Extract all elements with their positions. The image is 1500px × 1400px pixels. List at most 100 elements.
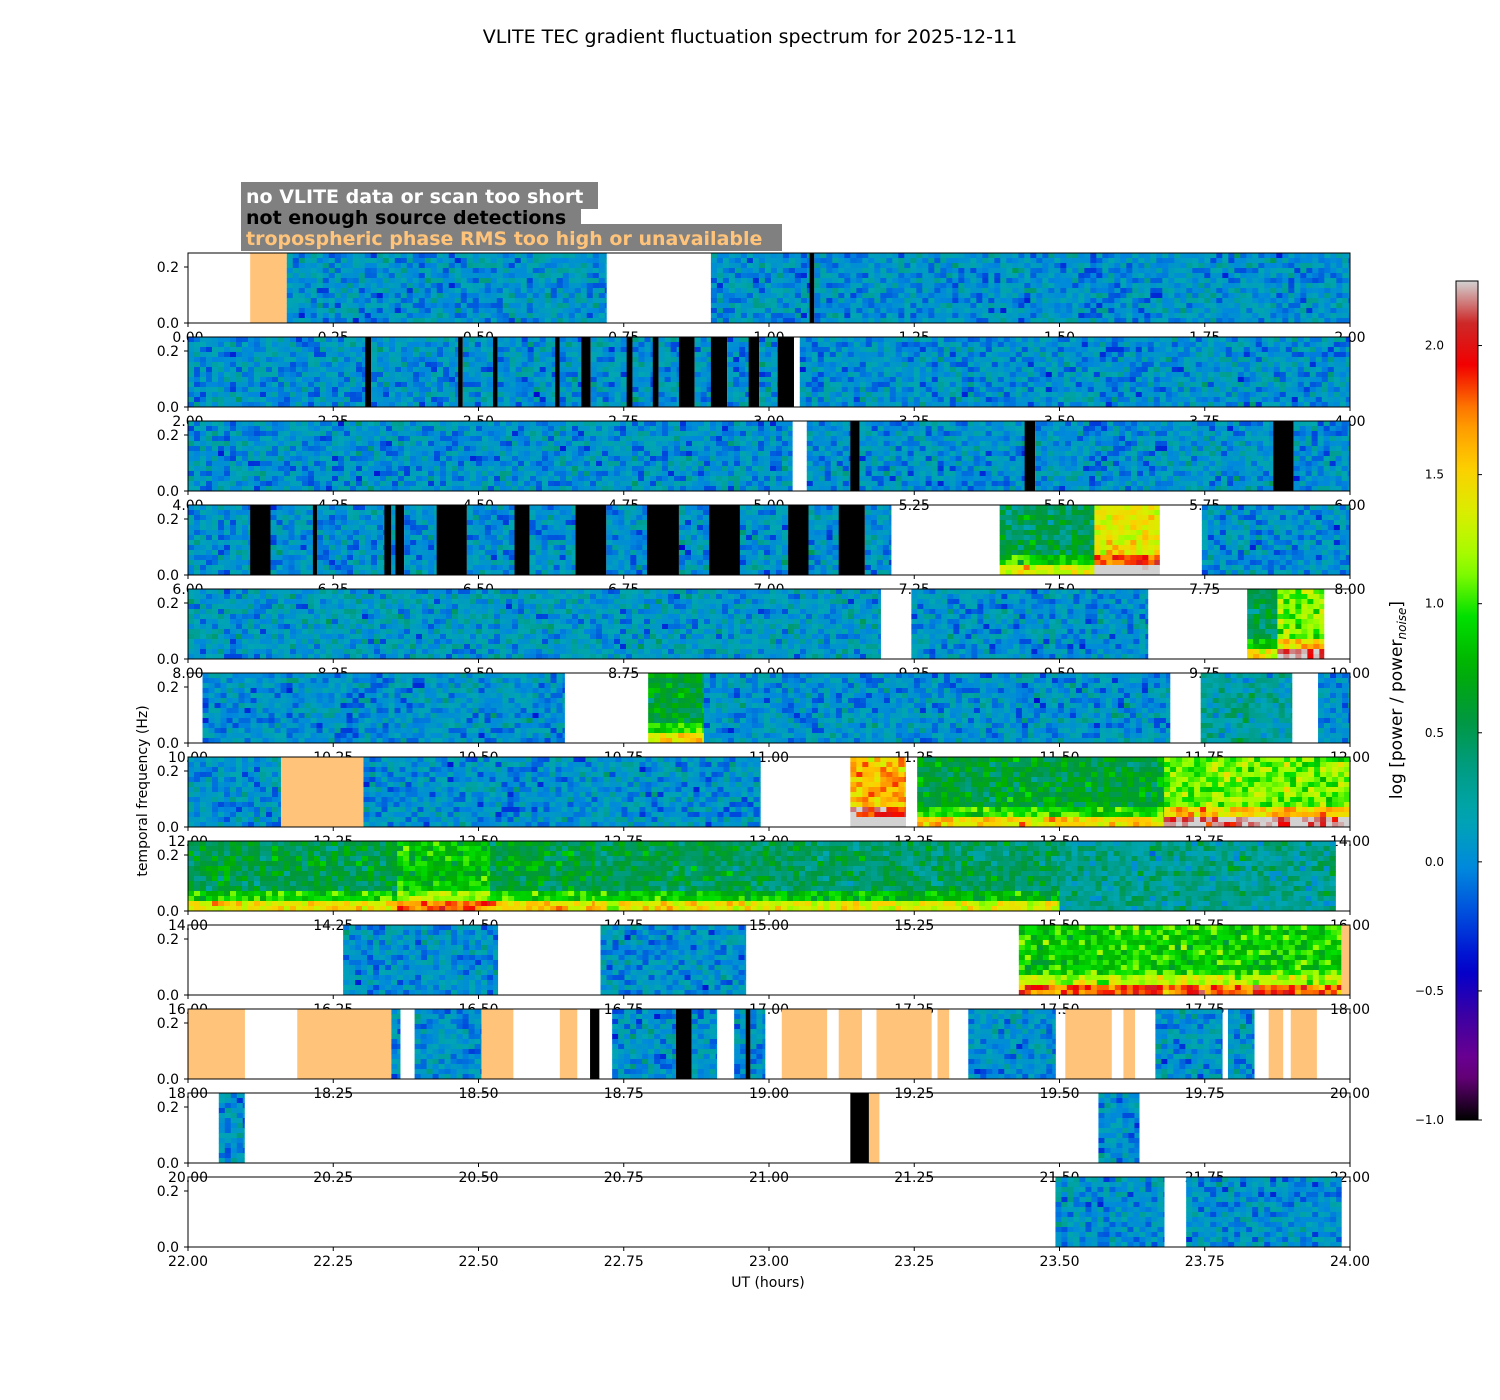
y-tick-label: 0.0 — [157, 1072, 179, 1088]
data-segment — [1247, 589, 1278, 659]
panel-body — [188, 337, 1350, 407]
fewsrc-segment — [676, 1009, 692, 1079]
panel-10: 0.00.218.00 18.25 18.50 18.75 19.00 19.25 19.5… — [157, 1008, 1370, 1102]
data-segment — [404, 505, 438, 575]
x-tick-label: 18.50 — [458, 1086, 498, 1102]
data-segment — [490, 841, 596, 911]
panel-6: 0.00.210.0010.2510.5010.7511.0011.2511.5… — [157, 672, 1370, 766]
x-axis-label: UT (hours) — [731, 1275, 805, 1291]
y-tick-label: 0.2 — [157, 848, 179, 864]
panel-9: 0.00.216.0016.2516.5016.7517.0017.2517.5… — [157, 924, 1370, 1018]
y-tick-label: 0.2 — [157, 680, 179, 696]
tropo-segment — [838, 1009, 862, 1079]
panel-body — [188, 841, 1336, 911]
fewsrc-segment — [458, 337, 463, 407]
panel-frame — [187, 1176, 1351, 1248]
data-segment — [466, 505, 515, 575]
data-segment — [188, 421, 793, 491]
data-segment — [612, 1009, 677, 1079]
y-tick-label: 0.0 — [157, 820, 179, 836]
data-segment — [917, 757, 1165, 827]
data-segment — [1318, 673, 1350, 743]
data-segment — [1055, 1177, 1165, 1247]
panel-body — [218, 1093, 1140, 1163]
panel-body — [188, 757, 1350, 827]
fewsrc-segment — [384, 505, 392, 575]
y-tick-label: 0.0 — [157, 316, 179, 332]
data-segment — [799, 337, 1350, 407]
data-segment — [808, 505, 840, 575]
tropo-segment — [1065, 1009, 1112, 1079]
panel-body — [1055, 1177, 1342, 1247]
x-tick-label: 21.25 — [894, 1170, 934, 1186]
panel-body — [250, 253, 1350, 323]
panel-2: 0.00.22.002.252.502.753.003.253.503.754.… — [157, 336, 1366, 430]
fewsrc-segment — [809, 253, 815, 323]
tropo-segment — [1341, 925, 1350, 995]
x-tick-label: 23.25 — [894, 1254, 934, 1270]
data-segment — [658, 337, 680, 407]
colorbar-tick-label: 0.0 — [1425, 855, 1444, 869]
x-tick-label: 19.00 — [749, 1086, 789, 1102]
data-segment — [739, 505, 789, 575]
colorbar-tick-label: 2.0 — [1425, 339, 1444, 353]
colorbar-label: log [power / powernoise] — [1387, 601, 1409, 799]
panel-body — [188, 589, 1325, 659]
data-segment — [270, 505, 314, 575]
x-tick-label: 19.25 — [894, 1086, 934, 1102]
data-segment — [678, 505, 710, 575]
data-segment — [316, 505, 385, 575]
x-tick-label: 19.50 — [1039, 1086, 1079, 1102]
y-tick-label: 0.2 — [157, 764, 179, 780]
tropo-segment — [781, 1009, 828, 1079]
colorbar-scale — [1455, 280, 1479, 1121]
data-segment — [999, 505, 1095, 575]
data-segment — [188, 841, 398, 911]
x-tick-label: 5.25 — [899, 498, 930, 514]
y-tick-label: 0.0 — [157, 484, 179, 500]
data-segment — [590, 337, 628, 407]
fewsrc-segment — [646, 505, 679, 575]
fewsrc-segment — [777, 337, 794, 407]
fewsrc-segment — [1273, 421, 1294, 491]
data-segment — [218, 1093, 245, 1163]
y-tick-label: 0.2 — [157, 1016, 179, 1032]
x-tick-label: 22.50 — [458, 1254, 498, 1270]
data-segment — [814, 253, 1350, 323]
fewsrc-segment — [312, 505, 317, 575]
data-segment — [806, 421, 851, 491]
x-tick-label: 20.75 — [604, 1170, 644, 1186]
y-tick-label: 0.2 — [157, 428, 179, 444]
fewsrc-segment — [710, 337, 728, 407]
tropo-segment — [1290, 1009, 1317, 1079]
fewsrc-segment — [493, 337, 498, 407]
fewsrc-segment — [436, 505, 467, 575]
data-segment — [632, 337, 654, 407]
panel-8: 0.00.214.0014.2514.5014.7515.0015.2515.5… — [157, 840, 1370, 934]
y-tick-label: 0.0 — [157, 988, 179, 1004]
data-segment — [750, 1009, 766, 1079]
data-segment — [559, 337, 582, 407]
fewsrc-segment — [850, 1093, 869, 1163]
data-segment — [1018, 925, 1342, 995]
y-tick-label: 0.2 — [157, 1100, 179, 1116]
data-segment — [371, 337, 459, 407]
data-segment — [703, 673, 1171, 743]
y-axis-label: temporal frequency (Hz) — [135, 705, 151, 876]
x-tick-label: 21.00 — [749, 1170, 789, 1186]
panel-body — [202, 673, 1350, 743]
fewsrc-segment — [250, 505, 271, 575]
panel-body — [188, 421, 1350, 491]
colorbar-tick-label: −1.0 — [1415, 1113, 1444, 1127]
data-segment — [1277, 589, 1325, 659]
data-segment — [1164, 757, 1350, 827]
data-segment — [343, 925, 499, 995]
data-segment — [1200, 673, 1293, 743]
data-segment — [850, 757, 906, 827]
fewsrc-segment — [838, 505, 865, 575]
fewsrc-segment — [788, 505, 809, 575]
y-tick-label: 0.0 — [157, 400, 179, 416]
y-tick-label: 0.0 — [157, 1240, 179, 1256]
y-tick-label: 0.2 — [157, 932, 179, 948]
